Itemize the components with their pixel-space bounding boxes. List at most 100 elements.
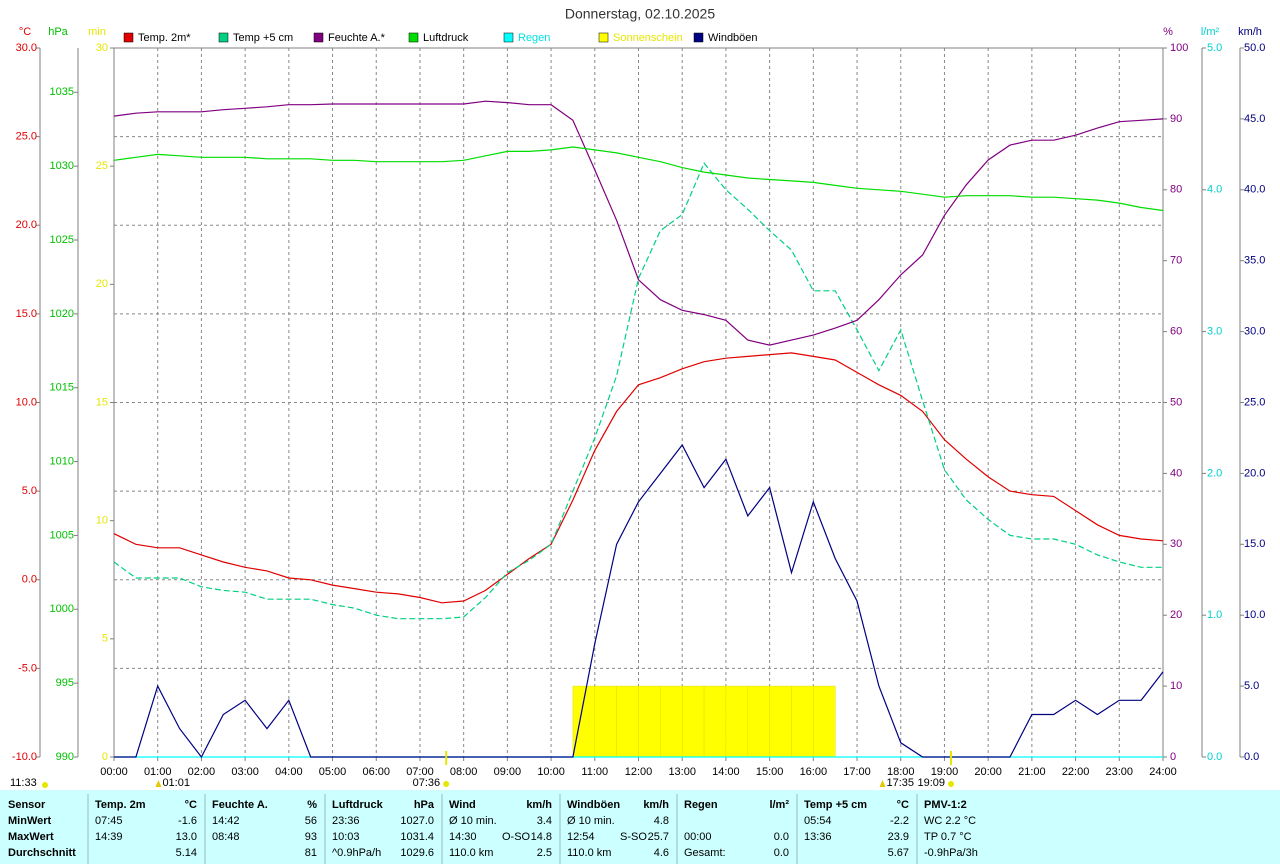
chart-title: Donnerstag, 02.10.2025 [565,6,715,22]
y-tick-label: 45.0 [1244,113,1265,125]
table-header: Temp +5 cm [804,799,867,811]
table-cell: 23.9 [888,831,909,843]
marker-label: 17:35 [887,777,915,789]
table-cell: 1027.0 [400,815,434,827]
table-header: Wind [449,799,476,811]
table-cell: 0.0 [774,847,789,859]
sunshine-bar [725,685,749,758]
x-tick-label: 04:00 [275,766,303,778]
table-cell: 4.8 [654,815,669,827]
x-tick-label: 20:00 [974,766,1002,778]
y-tick-label: 10 [96,515,108,527]
table-header-unit: °C [897,799,909,811]
x-tick-label: 07:00 [406,766,434,778]
legend-swatch [693,32,704,43]
table-header: Feuchte A. [212,799,268,811]
table-header: Temp. 2m [95,799,146,811]
y-tick-label: 995 [56,677,74,689]
table-cell: 93 [305,831,317,843]
y-tick-label: 15.0 [1244,538,1265,550]
legend-label: Regen [518,32,550,44]
y-tick-label: 990 [56,751,74,763]
series-line [113,162,1163,620]
y-tick-label: 100 [1170,42,1188,54]
sunshine-bar [747,685,770,758]
table-cell: 110.0 km [567,847,611,859]
legend-swatch [408,32,419,43]
table-cell: -0.9hPa/3h [924,847,978,859]
axis-label: °C [19,26,31,38]
y-tick-label: 60 [1170,326,1182,338]
table-cell: 25.7 [648,831,669,843]
y-tick-label: 1015 [50,382,74,394]
y-tick-label: 40.0 [1244,184,1265,196]
x-tick-label: 11:00 [581,766,608,778]
table-cell: O-SO [502,831,531,843]
table-cell: 0.0 [774,831,789,843]
table-cell: 81 [305,847,317,859]
y-tick-label: 10 [1170,680,1182,692]
legend-label: Sonnenschein [613,32,683,44]
table-header: Luftdruck [332,799,384,811]
table-cell: 10:03 [332,831,360,843]
y-tick-label: 3.0 [1207,326,1222,338]
marker-label: 19:09 [917,777,945,789]
table-cell: 1029.6 [400,847,434,859]
y-tick-label: 1.0 [1207,609,1222,621]
legend-label: Windböen [708,32,758,44]
series-line [113,352,1164,604]
y-tick-label: 50 [1170,396,1182,408]
y-tick-label: 15 [96,396,108,408]
legend-swatch [503,32,514,43]
table-cell: 3.4 [537,815,552,827]
x-tick-label: 13:00 [668,766,696,778]
table-cell: 14.8 [531,831,552,843]
x-tick-label: 15:00 [756,766,784,778]
table-cell: 110.0 km [449,847,493,859]
table-header-unit: l/m² [769,799,789,811]
x-tick-label: 01:00 [144,766,172,778]
y-tick-label: 1005 [50,529,74,541]
marker-label: 01:01 [162,777,190,789]
table-cell: Gesamt: [684,847,726,859]
x-tick-label: 05:00 [319,766,347,778]
y-tick-label: 2.0 [1207,467,1222,479]
sunshine-bar [703,685,727,758]
x-tick-label: 16:00 [800,766,828,778]
table-row-label: MaxWert [8,831,54,843]
sunshine-bar [572,685,596,758]
table-cell: 05:54 [804,815,832,827]
table-cell: S-SO [620,831,647,843]
y-tick-label: 25.0 [1244,396,1265,408]
sunshine-bar [638,685,661,758]
table-cell: 56 [305,815,317,827]
table-cell: 12:54 [567,831,595,843]
y-tick-label: 25.0 [16,131,37,143]
axis-label: l/m² [1201,26,1220,38]
y-tick-label: 1000 [50,603,74,615]
y-tick-label: -10.0 [12,751,37,763]
table-header: PMV-1:2 [924,799,967,811]
legend-label: Temp. 2m* [138,32,191,44]
sunshine-bar [681,685,705,758]
x-tick-label: 10:00 [537,766,565,778]
y-tick-label: 40 [1170,467,1182,479]
table-cell: 00:00 [684,831,712,843]
x-tick-label: 14:00 [712,766,740,778]
y-tick-label: 5.0 [22,485,37,497]
y-tick-label: 80 [1170,184,1182,196]
summary-background [0,790,1280,864]
table-cell: -2.2 [890,815,909,827]
table-cell: 14:39 [95,831,123,843]
table-cell: 13:36 [804,831,832,843]
y-tick-label: 1030 [50,160,74,172]
table-cell: TP 0.7 °C [924,831,972,843]
table-header: Regen [684,799,718,811]
y-tick-label: 25 [96,160,108,172]
axis-label: km/h [1238,26,1262,38]
table-header: Sensor [8,799,46,811]
x-tick-label: 09:00 [494,766,522,778]
corner-marker-dot [42,782,48,788]
y-tick-label: 4.0 [1207,184,1222,196]
